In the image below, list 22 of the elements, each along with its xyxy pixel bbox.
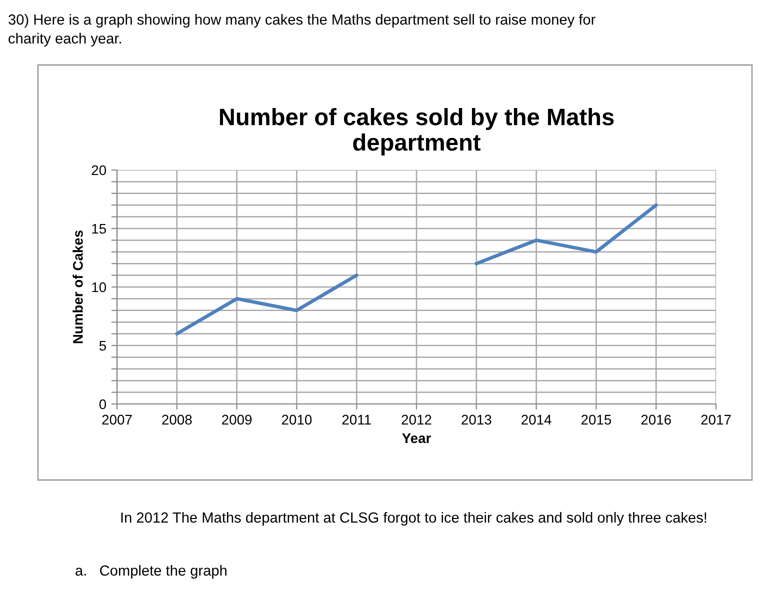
x-tick-label: 2015: [581, 414, 612, 425]
y-axis-title: Number of Cakes: [72, 230, 83, 344]
x-tick-label: 2008: [162, 414, 192, 425]
x-tick-label: 2011: [342, 414, 371, 425]
y-tick-label: 5: [99, 340, 106, 351]
x-tick-label: 2014: [522, 414, 552, 425]
x-tick-label: 2013: [462, 414, 492, 425]
x-tick-label: 2012: [402, 414, 432, 425]
x-tick-label: 2016: [641, 414, 671, 425]
y-tick-label: 20: [92, 165, 106, 176]
text: 30) Here is a graph showing how many cakes the Maths department sell to raise money for charity each year.: [8, 14, 596, 46]
chart-title: Number of cakes sold by the Maths department: [220, 108, 614, 156]
y-tick-label: 15: [92, 224, 106, 234]
text: a. Complete the graph: [76, 565, 226, 579]
x-tick-label: 2010: [282, 414, 312, 425]
x-tick-label: 2007: [102, 414, 132, 425]
x-tick-label: 2017: [701, 414, 731, 425]
text: In 2012 The Maths department at CLSG forgot to ice their cakes and sold only three cakes!: [121, 512, 706, 526]
y-tick-label: 10: [92, 282, 106, 292]
y-tick-label: 0: [99, 399, 106, 410]
x-axis-title: Year: [402, 433, 431, 444]
x-tick-label: 2009: [222, 414, 252, 425]
